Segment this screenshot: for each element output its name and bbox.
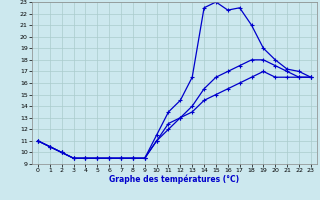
X-axis label: Graphe des températures (°C): Graphe des températures (°C) bbox=[109, 175, 239, 184]
